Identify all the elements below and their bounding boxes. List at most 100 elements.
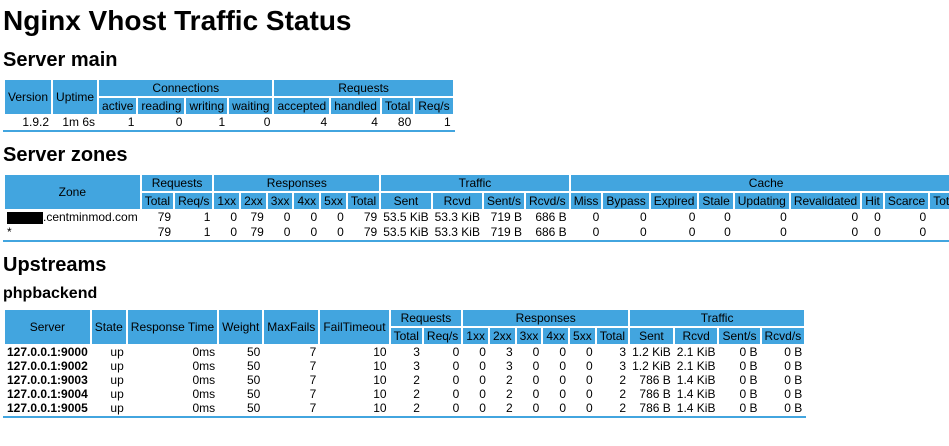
table-cell: 0 bbox=[930, 211, 949, 224]
table-cell: 0 bbox=[586, 372, 593, 387]
table-cell: 1 bbox=[203, 224, 211, 239]
table-cell: 79 bbox=[363, 210, 378, 225]
table-cell: 2 bbox=[619, 400, 627, 415]
column-header-total: Total bbox=[596, 327, 629, 344]
table-cell: 2.1 KiB bbox=[676, 344, 716, 359]
table-cell: 53.3 KiB bbox=[434, 210, 480, 225]
table-cell: 3 bbox=[505, 358, 513, 373]
table-cell: 127.0.0.1:9003 bbox=[7, 372, 88, 387]
column-header-cache: Cache bbox=[570, 175, 949, 191]
table-cell: up bbox=[110, 400, 124, 415]
column-header-3xx: 3xx bbox=[267, 193, 293, 209]
table-cell: 0 B bbox=[739, 372, 758, 387]
table-cell: 0 B bbox=[739, 344, 758, 359]
table-cell: 1.2 KiB bbox=[632, 358, 671, 373]
table-cell: 0 bbox=[175, 115, 183, 129]
table-cell: 0 bbox=[780, 224, 787, 239]
table-cell: 1 bbox=[127, 115, 135, 129]
table-cell: 0 bbox=[283, 224, 291, 239]
column-header-rcvd-s: Rcvd/s bbox=[761, 327, 805, 344]
table-cell: 0 bbox=[559, 358, 567, 373]
table-cell: 0 bbox=[559, 372, 567, 387]
table-cell: 50 bbox=[246, 386, 261, 401]
column-header-total: Total bbox=[930, 193, 949, 209]
table-cell: 127.0.0.1:9000 bbox=[7, 344, 88, 359]
table-cell: 50 bbox=[246, 358, 261, 373]
table-cell: 10 bbox=[373, 372, 387, 387]
column-header-requests: Requests bbox=[274, 80, 453, 96]
table-cell: 0 bbox=[874, 224, 881, 239]
table-cell: 1.2 KiB bbox=[632, 344, 671, 359]
table-cell: 0 bbox=[592, 224, 600, 239]
table-cell: 3 bbox=[505, 344, 513, 359]
table-cell: 0 bbox=[559, 344, 567, 359]
table-cell: 786 B bbox=[639, 372, 671, 387]
table-cell: 2 bbox=[505, 400, 513, 415]
server-main-table: Version Uptime Connections Requests active re… bbox=[3, 78, 455, 132]
column-header-2xx: 2xx bbox=[241, 193, 266, 209]
column-header-total: Total bbox=[381, 98, 414, 114]
table-cell: up bbox=[110, 372, 124, 387]
table-cell: 0 bbox=[479, 358, 486, 373]
table-cell: 0ms bbox=[192, 400, 216, 415]
column-header-hit: Hit bbox=[862, 193, 883, 209]
table-cell: 2 bbox=[619, 372, 627, 387]
table-cell: 1 bbox=[203, 210, 211, 225]
column-header-req-s: Req/s bbox=[175, 193, 213, 209]
table-row: 127.0.0.1:9002 up 0ms 50 7 10 3 0 0 3 0 0 0 3 1.2 KiB 2… bbox=[5, 360, 804, 372]
table-cell: 80 bbox=[397, 115, 412, 129]
column-header-reading: reading bbox=[138, 98, 185, 114]
table-cell: up bbox=[110, 386, 124, 401]
table-cell: 0 bbox=[532, 372, 540, 387]
table-cell: 0 bbox=[640, 224, 647, 239]
table-cell: 0 bbox=[479, 386, 486, 401]
column-header-sent: Sent bbox=[381, 193, 431, 209]
table-cell: 79 bbox=[157, 210, 172, 225]
column-header-total: Total bbox=[141, 193, 174, 209]
column-header-connections: Connections bbox=[99, 80, 273, 96]
table-cell: 0 bbox=[310, 224, 318, 239]
table-row: .centminmod.com 79 1 0 79 0 0 0 79 53.5 KiB 53.3 K… bbox=[5, 211, 949, 224]
column-header-sent-s: Sent/s bbox=[719, 327, 760, 344]
table-cell: 0 bbox=[688, 210, 696, 225]
table-cell: 2 bbox=[619, 386, 627, 401]
table-cell: 0 bbox=[283, 210, 291, 225]
column-header-traffic: Traffic bbox=[630, 309, 805, 326]
table-cell: 1m 6s bbox=[62, 115, 96, 129]
table-cell: 7 bbox=[309, 400, 317, 415]
table-cell: 7 bbox=[309, 372, 317, 387]
table-cell: 0 B bbox=[784, 372, 803, 387]
header-row: active reading writing waiting accepted handl… bbox=[5, 98, 453, 114]
table-cell: 4 bbox=[371, 115, 378, 129]
table-cell: 0 bbox=[479, 344, 486, 359]
table-cell: 0ms bbox=[192, 358, 216, 373]
server-zones-table: Zone Requests Responses Traffic Cache Total Re… bbox=[3, 173, 949, 242]
column-header-sent-s: Sent/s bbox=[483, 193, 524, 209]
table-cell: 0 bbox=[851, 224, 859, 239]
header-row: Total Req/s 1xx 2xx 3xx 4xx 5xx Total Sent Rcvd Se… bbox=[5, 193, 949, 209]
table-row: 127.0.0.1:9000 up 0ms 50 7 10 3 0 0 3 0 0 0 3 1.2 KiB 2… bbox=[5, 346, 804, 358]
table-cell: 0 bbox=[452, 372, 460, 387]
table-cell: 7 bbox=[309, 358, 317, 373]
table-cell: 0 bbox=[874, 210, 881, 225]
header-row: Server State Response Time Weight MaxFails Fa… bbox=[5, 309, 805, 344]
table-cell: 0 bbox=[452, 386, 460, 401]
table-row: 127.0.0.1:9003 up 0ms 50 7 10 2 0 0 2 0 0 0 2 786 B 1.4… bbox=[5, 374, 804, 386]
table-cell: 127.0.0.1:9004 bbox=[7, 386, 88, 401]
table-cell: up bbox=[110, 358, 124, 373]
table-cell: 0 bbox=[586, 386, 593, 401]
table-cell: 3 bbox=[413, 344, 420, 359]
upstreams-table: Server State Response Time Weight MaxFails Fa… bbox=[3, 308, 807, 418]
column-header-total: Total bbox=[347, 193, 380, 209]
table-cell: 0 bbox=[532, 386, 540, 401]
table-cell: 0 B bbox=[784, 386, 803, 401]
table-cell: 53.5 KiB bbox=[383, 224, 429, 239]
table-cell: 79 bbox=[157, 224, 172, 239]
table-cell: 50 bbox=[246, 372, 261, 387]
table-cell: 10 bbox=[373, 358, 387, 373]
column-header-zone: Zone bbox=[5, 175, 140, 209]
table-cell: 1 bbox=[218, 115, 226, 129]
table-cell: * bbox=[7, 224, 12, 239]
zone-name: .centminmod.com bbox=[43, 210, 138, 224]
